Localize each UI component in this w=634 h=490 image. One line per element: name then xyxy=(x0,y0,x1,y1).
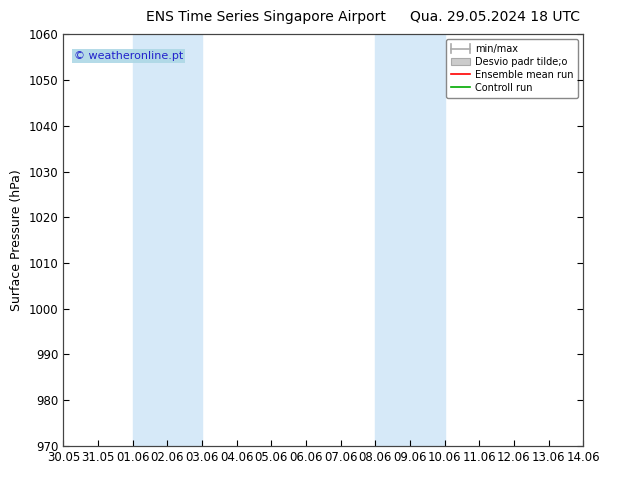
Text: © weatheronline.pt: © weatheronline.pt xyxy=(74,51,183,61)
Text: ENS Time Series Singapore Airport: ENS Time Series Singapore Airport xyxy=(146,10,386,24)
Y-axis label: Surface Pressure (hPa): Surface Pressure (hPa) xyxy=(10,169,23,311)
Text: Qua. 29.05.2024 18 UTC: Qua. 29.05.2024 18 UTC xyxy=(410,10,579,24)
Bar xyxy=(133,34,202,446)
Bar xyxy=(375,34,444,446)
Legend: min/max, Desvio padr tilde;o, Ensemble mean run, Controll run: min/max, Desvio padr tilde;o, Ensemble m… xyxy=(446,39,578,98)
